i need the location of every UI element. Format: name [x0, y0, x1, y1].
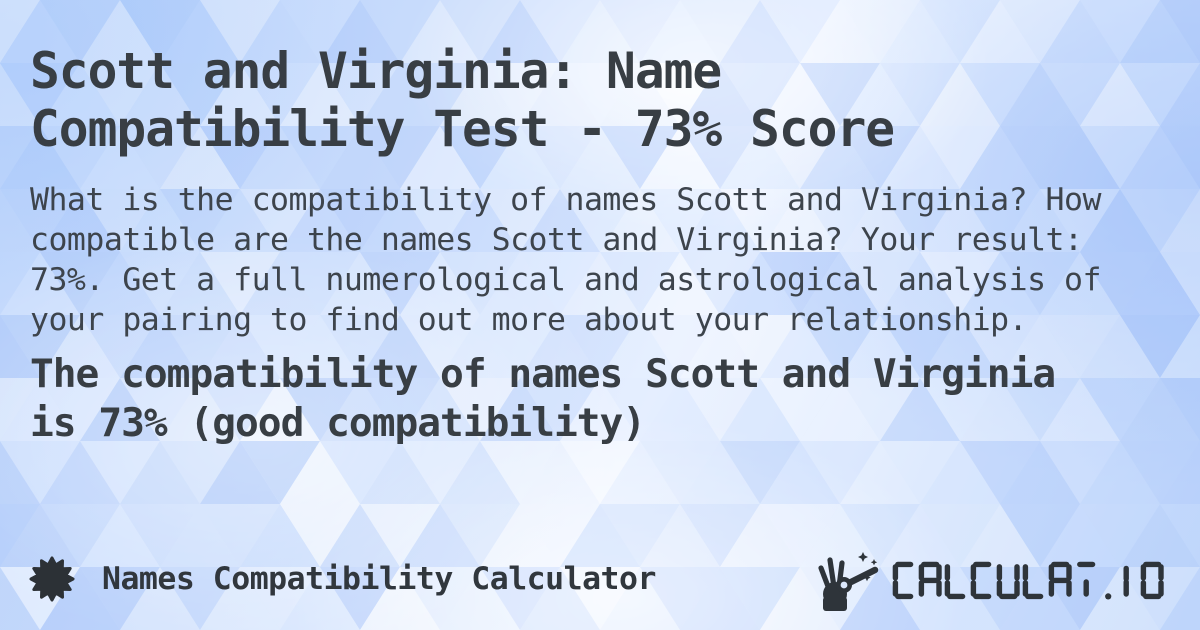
logo-wordmark [892, 561, 1164, 600]
page-title: Scott and Virginia: Name Compatibility T… [30, 42, 895, 158]
footer-label: Names Compatibility Calculator [102, 561, 656, 597]
magic-wand-hand-icon [818, 552, 879, 611]
starburst-icon [29, 556, 75, 602]
footer: Names Compatibility Calculator [28, 546, 1172, 612]
page-description: What is the compatibility of names Scott… [30, 182, 1101, 338]
calculatio-logo [816, 547, 1172, 611]
footer-brand: Names Compatibility Calculator [28, 555, 656, 603]
sparkle-stars [858, 552, 878, 582]
result-summary: The compatibility of names Scott and Vir… [30, 351, 1056, 446]
